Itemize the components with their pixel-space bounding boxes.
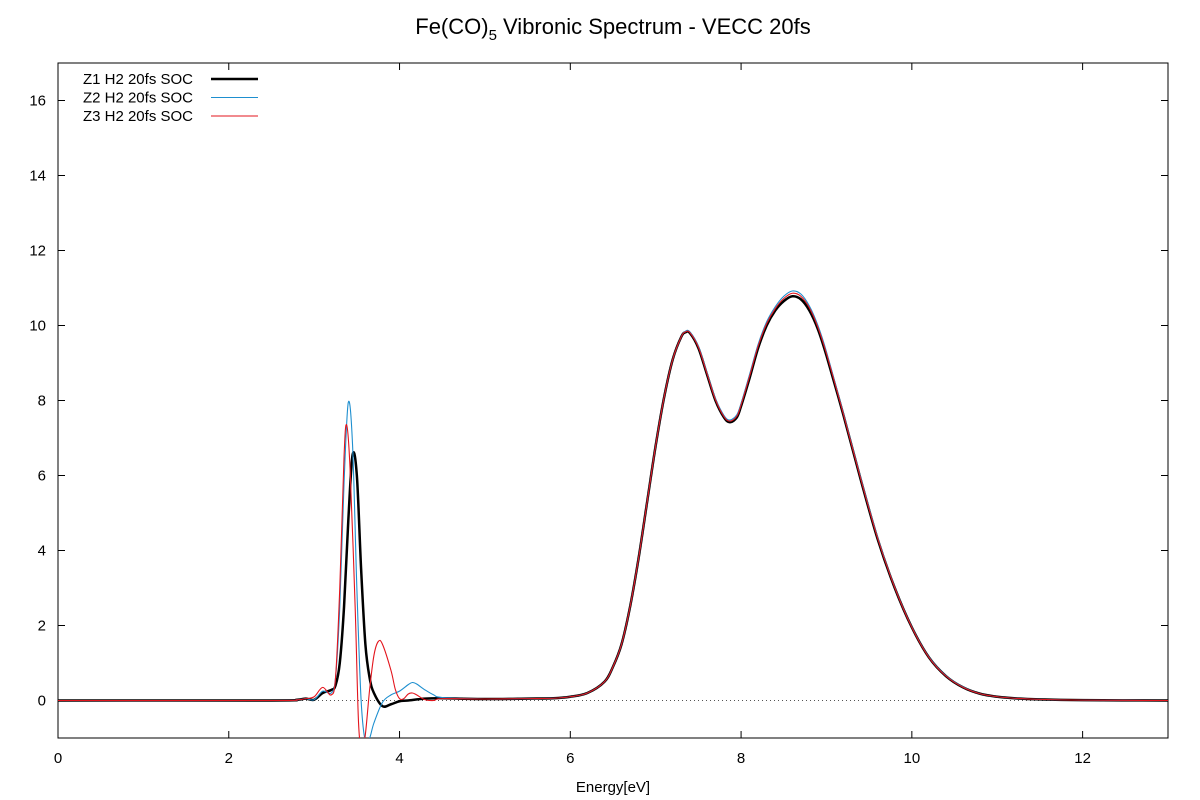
series-lines	[58, 290, 1168, 738]
legend-label-z2: Z2 H2 20fs SOC	[83, 90, 193, 107]
y-tick-label: 2	[38, 618, 46, 635]
legend-label-z1: Z1 H2 20fs SOC	[83, 71, 193, 88]
y-tick-label: 0	[38, 693, 46, 710]
x-tick-label: 10	[904, 750, 921, 767]
y-tick-label: 6	[38, 468, 46, 485]
series-line-z2	[58, 290, 1168, 738]
x-tick-label: 4	[395, 750, 403, 767]
y-tick-label: 16	[29, 93, 46, 110]
chart-title: Fe(CO)5 Vibronic Spectrum - VECC 20fs	[415, 14, 811, 44]
x-tick-label: 6	[566, 750, 574, 767]
x-tick-label: 12	[1074, 750, 1091, 767]
chart-title-subscript: 5	[489, 27, 497, 44]
legend-label-z3: Z3 H2 20fs SOC	[83, 108, 193, 125]
chart-title-main: Fe(CO)	[415, 14, 488, 39]
x-tick-label: 2	[225, 750, 233, 767]
y-tick-label: 14	[29, 168, 46, 185]
y-tick-label: 4	[38, 543, 46, 560]
y-tick-label: 12	[29, 243, 46, 260]
series-line-z3	[58, 292, 1168, 738]
y-tick-label: 8	[38, 393, 46, 410]
axis-ticks: 0 2 4 6 8 10 12 0 2 4 6 8 10 12 14 16	[29, 63, 1168, 767]
x-tick-label: 0	[54, 750, 62, 767]
x-tick-label: 8	[737, 750, 745, 767]
x-axis-label: Energy[eV]	[576, 779, 650, 796]
series-line-z1	[58, 294, 1168, 708]
y-tick-label: 10	[29, 318, 46, 335]
chart-title-rest: Vibronic Spectrum - VECC 20fs	[497, 14, 811, 39]
plot-frame	[57, 62, 1169, 739]
